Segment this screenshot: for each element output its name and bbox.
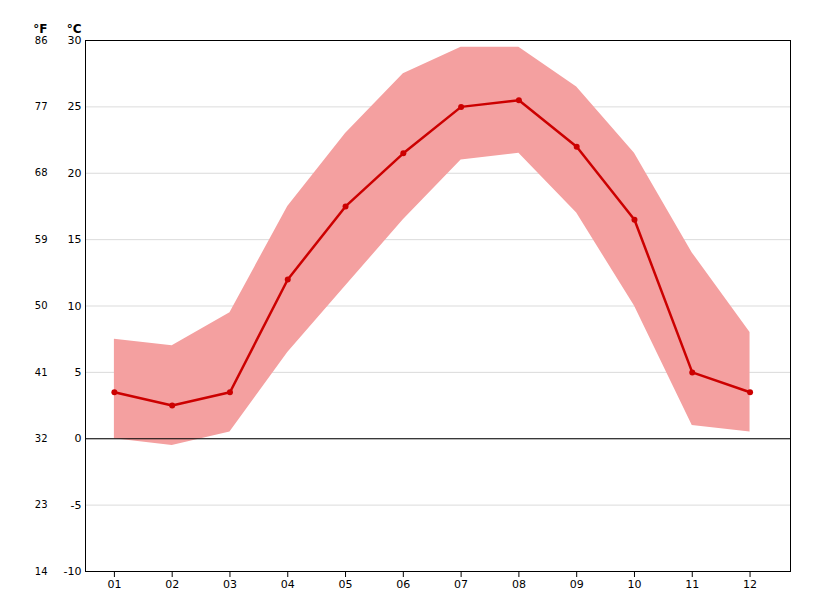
svg-text:°F: °F xyxy=(33,22,47,36)
svg-text:°C: °C xyxy=(67,22,82,36)
svg-text:15: 15 xyxy=(68,233,82,246)
svg-text:09: 09 xyxy=(570,578,584,591)
svg-text:68: 68 xyxy=(35,167,48,178)
svg-text:11: 11 xyxy=(685,578,699,591)
svg-text:86: 86 xyxy=(35,35,48,46)
svg-text:20: 20 xyxy=(68,167,82,180)
svg-text:01: 01 xyxy=(107,578,121,591)
svg-text:10: 10 xyxy=(68,300,82,313)
svg-text:5: 5 xyxy=(75,366,82,379)
svg-text:50: 50 xyxy=(35,300,48,311)
svg-text:23: 23 xyxy=(35,499,48,510)
svg-text:25: 25 xyxy=(68,100,82,113)
svg-text:03: 03 xyxy=(223,578,237,591)
svg-text:0: 0 xyxy=(75,432,82,445)
svg-text:14: 14 xyxy=(35,566,48,577)
svg-text:77: 77 xyxy=(35,101,48,112)
svg-text:-5: -5 xyxy=(71,499,82,512)
svg-text:-10: -10 xyxy=(64,565,82,578)
svg-text:30: 30 xyxy=(67,34,82,47)
svg-text:08: 08 xyxy=(512,578,526,591)
svg-text:12: 12 xyxy=(743,578,757,591)
svg-text:04: 04 xyxy=(281,578,295,591)
svg-text:10: 10 xyxy=(627,578,641,591)
svg-text:41: 41 xyxy=(35,367,48,378)
svg-text:05: 05 xyxy=(339,578,353,591)
svg-text:59: 59 xyxy=(35,234,48,245)
svg-text:02: 02 xyxy=(165,578,179,591)
svg-text:07: 07 xyxy=(454,578,468,591)
svg-text:06: 06 xyxy=(396,578,410,591)
svg-text:32: 32 xyxy=(35,433,48,444)
